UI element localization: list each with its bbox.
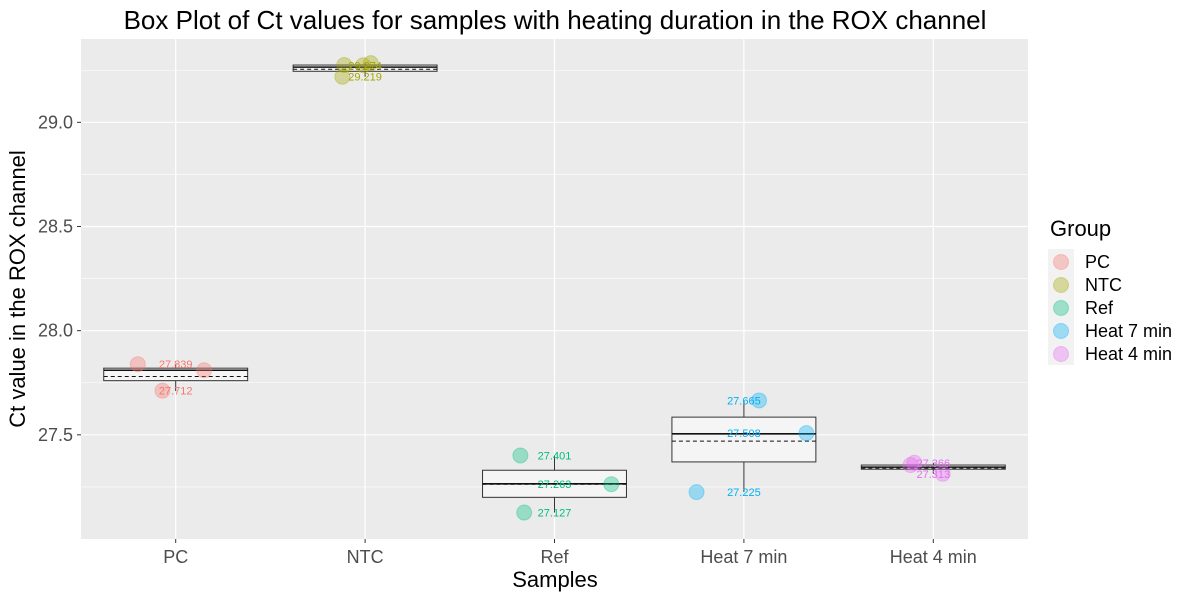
box-heat-4-min <box>860 462 1006 474</box>
value-label: 27.401 <box>538 450 572 462</box>
value-label: 27.263 <box>538 479 572 491</box>
data-point <box>512 447 529 464</box>
value-label: 27.313 <box>916 469 950 481</box>
value-label: 27.665 <box>727 395 761 407</box>
x-axis-title: Samples <box>512 567 598 592</box>
data-point <box>603 476 620 493</box>
value-label: 27.839 <box>159 359 193 371</box>
value-label: 27.127 <box>538 508 572 520</box>
y-tick-label: 28.0 <box>38 321 73 341</box>
legend: Group PC NTC Ref Heat 7 min Heat 4 min <box>1048 216 1172 365</box>
value-label: 27.712 <box>159 386 193 398</box>
y-tick-label: 29.0 <box>38 112 73 132</box>
y-axis-title: Ct value in the ROX channel <box>5 150 30 428</box>
legend-key-background <box>1048 249 1074 365</box>
legend-key <box>1053 300 1069 316</box>
value-label: 27.225 <box>727 487 761 499</box>
legend-label: Ref <box>1085 298 1114 318</box>
legend-key <box>1053 277 1069 293</box>
legend-label: PC <box>1085 252 1110 272</box>
data-point <box>906 454 923 471</box>
data-point <box>336 57 353 74</box>
grid-major <box>81 39 1028 539</box>
legend-label: Heat 4 min <box>1085 344 1172 364</box>
legend-label: Heat 7 min <box>1085 321 1172 341</box>
data-point <box>798 425 815 442</box>
data-point <box>751 392 768 409</box>
legend-label: NTC <box>1085 275 1122 295</box>
data-point <box>129 356 146 373</box>
legend-key <box>1053 323 1069 339</box>
box-pc <box>103 364 249 392</box>
data-point <box>196 362 213 379</box>
data-point <box>334 68 351 85</box>
legend-key <box>1053 254 1069 270</box>
value-label: 29.219 <box>348 72 382 84</box>
x-tick-label: NTC <box>347 547 384 567</box>
legend-key <box>1053 346 1069 362</box>
data-point <box>902 457 919 474</box>
data-point <box>934 465 951 482</box>
x-axis: PC NTC Ref Heat 7 min Heat 4 min <box>163 539 977 567</box>
x-tick-label: Heat 7 min <box>700 547 787 567</box>
box-iqr <box>671 416 817 463</box>
x-tick-label: Heat 4 min <box>890 547 977 567</box>
x-tick-label: PC <box>163 547 188 567</box>
y-tick-label: 27.5 <box>38 425 73 445</box>
value-label: 29.274 <box>348 60 382 72</box>
x-tick-label: Ref <box>540 547 569 567</box>
y-axis: 27.5 28.0 28.5 29.0 <box>38 112 81 445</box>
value-label: 27.508 <box>727 428 761 440</box>
y-tick-label: 28.5 <box>38 217 73 237</box>
box-heat-7-min <box>671 400 817 493</box>
chart-title: Box Plot of Ct values for samples with h… <box>124 5 987 35</box>
box-iqr <box>103 367 249 382</box>
box-ntc <box>292 63 438 77</box>
data-points <box>129 55 951 521</box>
value-label: 27.366 <box>916 458 950 470</box>
box-ref <box>482 455 627 513</box>
data-point <box>355 57 372 74</box>
legend-title: Group <box>1050 216 1111 241</box>
data-point <box>362 55 379 72</box>
data-point <box>154 382 171 399</box>
data-point <box>688 484 705 501</box>
boxes <box>103 63 1006 513</box>
data-point <box>516 504 533 521</box>
box-iqr <box>292 64 438 72</box>
